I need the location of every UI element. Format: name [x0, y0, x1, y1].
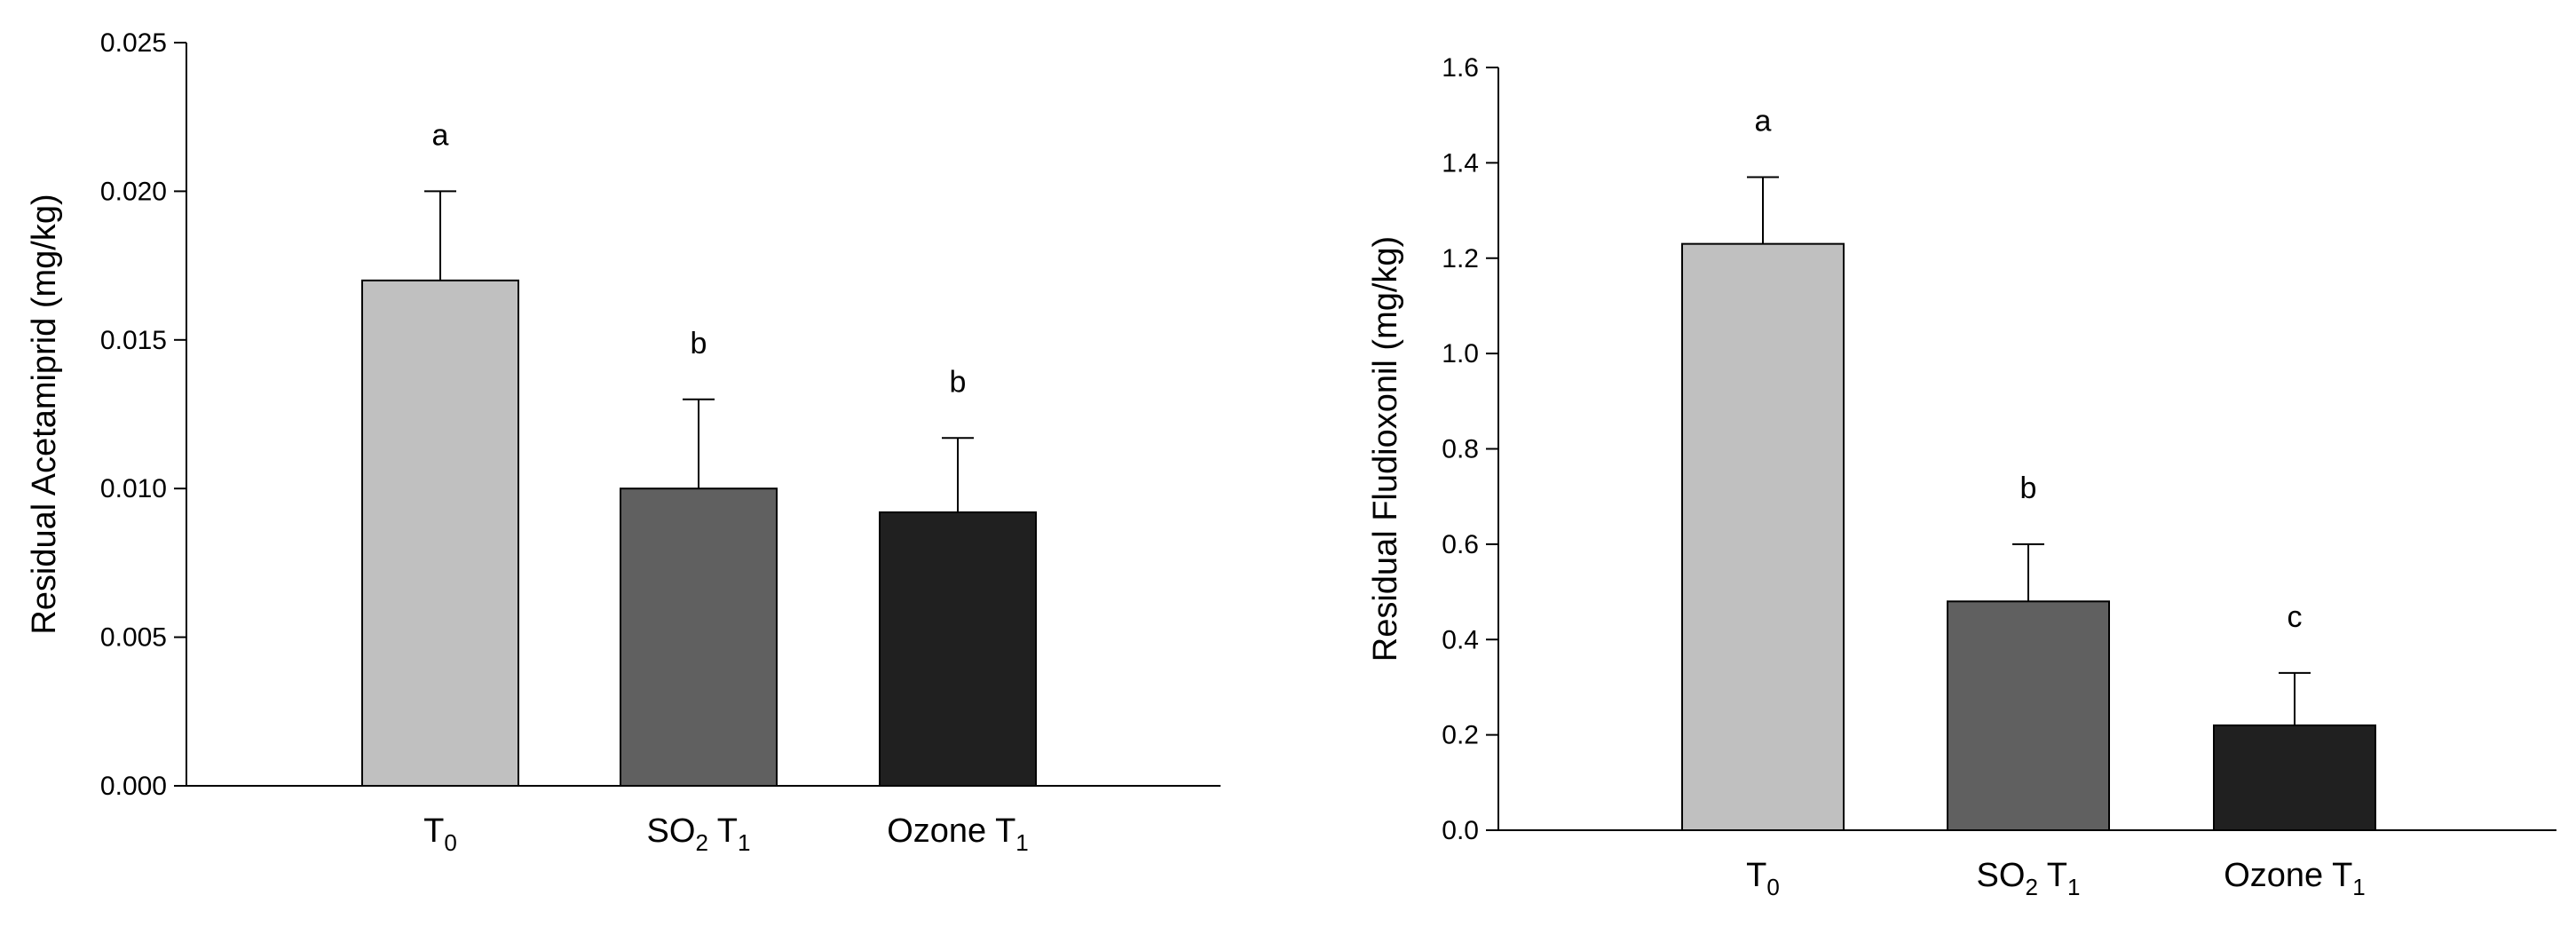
y-tick-label: 1.0 [1442, 339, 1479, 368]
y-tick-label: 0.0 [1442, 816, 1479, 845]
fludioxonil-chart: 0.0 0.2 0.4 0.6 0.8 1.0 1.2 1.4 1.6 Residual Flud… [1367, 53, 2556, 900]
y-tick-label: 0.020 [100, 177, 167, 206]
y-tick-label: 0.2 [1442, 721, 1479, 750]
category-label: T0 [423, 812, 457, 856]
y-tick-label: 1.4 [1442, 148, 1479, 178]
bar [1947, 600, 2110, 831]
bar [2213, 724, 2376, 832]
bar [620, 487, 778, 787]
y-tick-label: 0.4 [1442, 625, 1479, 654]
bar [361, 279, 519, 787]
y-tick-label: 0.025 [100, 28, 167, 58]
y-tick-label: 0.000 [100, 772, 167, 801]
y-tick-label: 0.015 [100, 326, 167, 355]
category-label: Ozone T1 [887, 812, 1029, 856]
significance-letter: b [950, 365, 967, 399]
significance-letter: b [691, 327, 707, 360]
category-label: Ozone T1 [2224, 857, 2366, 900]
y-axis-label: Residual Fludioxonil (mg/kg) [1367, 236, 1404, 662]
bar [879, 511, 1037, 787]
category-label: T0 [1746, 857, 1780, 900]
category-label: SO2 T1 [647, 812, 751, 856]
y-tick-label: 1.2 [1442, 244, 1479, 273]
y-tick-label: 0.010 [100, 474, 167, 503]
category-label: SO2 T1 [1977, 857, 2081, 900]
significance-letter: c [2288, 600, 2303, 634]
y-tick-label: 1.6 [1442, 53, 1479, 83]
y-tick-label: 0.6 [1442, 530, 1479, 559]
y-axis-label: Residual Acetamiprid (mg/kg) [26, 194, 63, 634]
bar [1681, 242, 1845, 831]
acetamiprid-chart: 0.000 0.005 0.010 0.015 0.020 0.025 Residual A… [26, 28, 1221, 856]
significance-letter: a [432, 118, 449, 152]
significance-letter: b [2020, 471, 2037, 505]
significance-letter: a [1755, 104, 1772, 138]
y-tick-label: 0.8 [1442, 435, 1479, 464]
y-tick-label: 0.005 [100, 623, 167, 653]
